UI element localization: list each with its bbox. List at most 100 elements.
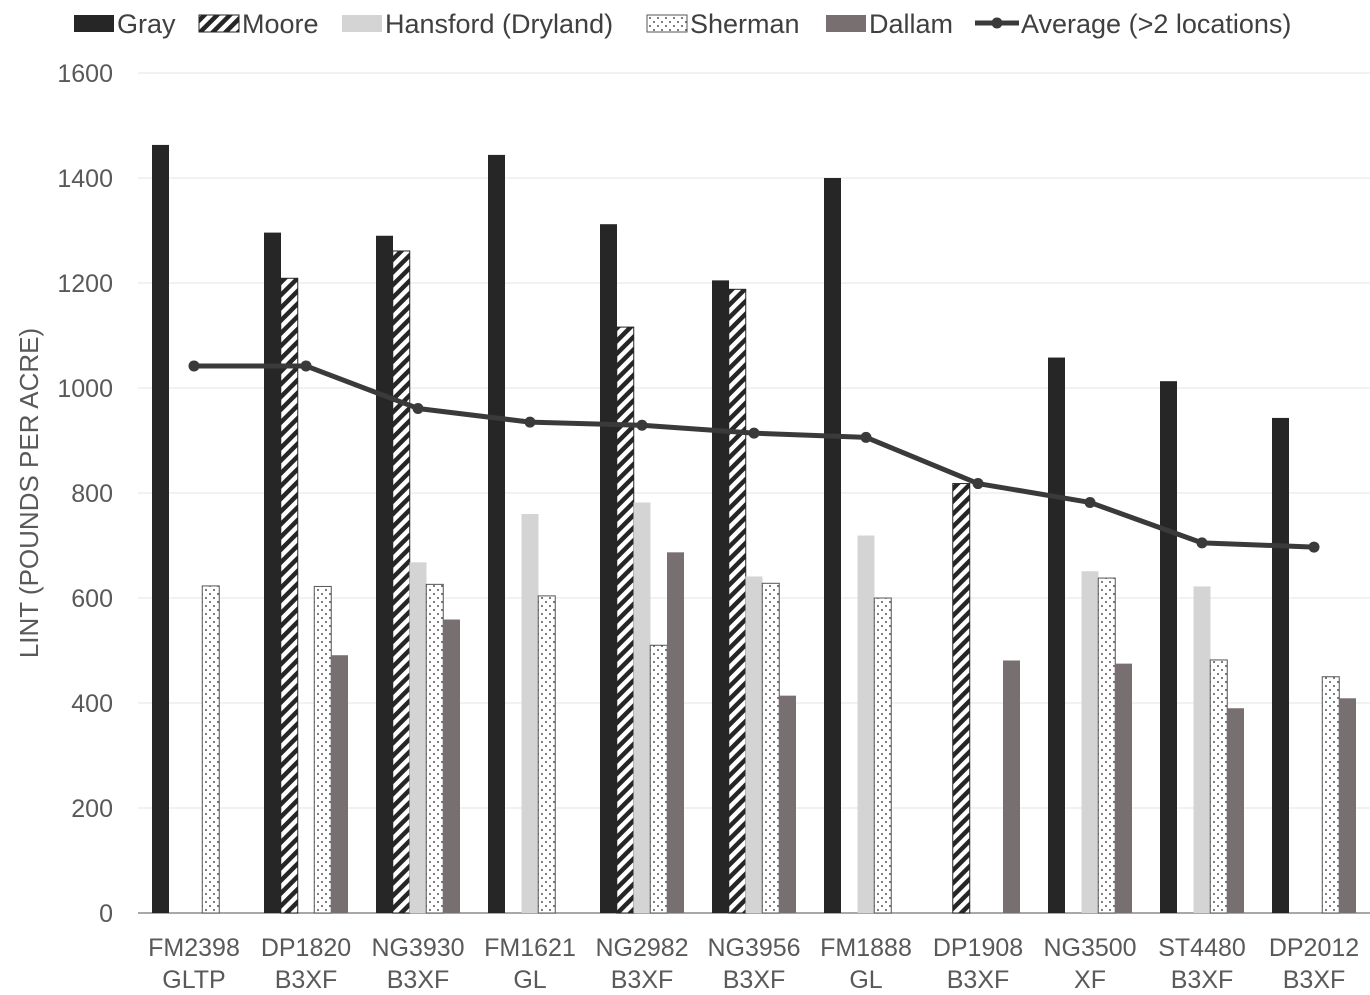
bar-gray (824, 178, 841, 913)
average-point (636, 419, 648, 431)
y-tick-label: 400 (71, 690, 113, 718)
average-point (524, 416, 536, 428)
bar-sherman (761, 582, 780, 914)
bar-gray (152, 144, 169, 914)
legend-label-dallam: Dallam (869, 9, 953, 39)
bar-gray (1160, 381, 1177, 913)
bar-sherman (1321, 676, 1340, 914)
average-point (748, 427, 760, 439)
x-tick-label: FM2398 (148, 934, 240, 962)
bar-sherman (873, 597, 892, 914)
bars (152, 144, 1356, 914)
bar-moore (728, 288, 747, 914)
average-point (188, 360, 200, 372)
x-tick-label: B3XF (275, 966, 338, 994)
y-axis-title: LINT (POUNDS PER ACRE) (14, 328, 44, 658)
bar-gray (376, 235, 393, 913)
y-tick-label: 0 (99, 900, 113, 928)
x-tick-label: DP1908 (933, 934, 1023, 962)
y-tick-label: 800 (71, 480, 113, 508)
average-point (300, 360, 312, 372)
x-tick-label: FM1888 (820, 934, 912, 962)
bar-gray (1272, 417, 1289, 913)
legend-swatch-hansford-dryland (342, 15, 382, 32)
bar-dallam (1339, 698, 1356, 913)
average-point (412, 402, 424, 414)
bar-gray (488, 154, 505, 913)
y-tick-label: 600 (71, 585, 113, 613)
x-tick-label: ST4480 (1158, 934, 1246, 962)
bar-hansford-dryland (633, 502, 651, 913)
legend-swatch-sherman (646, 14, 688, 33)
bar-moore (392, 250, 411, 914)
bar-sherman (1097, 577, 1116, 914)
x-tick-label: B3XF (947, 966, 1010, 994)
bar-hansford-dryland (1081, 571, 1099, 913)
legend-marker-average-2-locations (991, 17, 1003, 29)
x-tick-label: NG3956 (707, 934, 800, 962)
bar-sherman (313, 585, 332, 914)
average-point (1308, 541, 1320, 553)
bar-hansford-dryland (521, 514, 539, 913)
x-tick-label: NG3930 (371, 934, 464, 962)
x-tick-label: GL (513, 966, 546, 994)
bar-sherman (1209, 659, 1228, 914)
x-tick-label: B3XF (611, 966, 674, 994)
bar-dallam (667, 552, 684, 913)
average-point (1196, 537, 1208, 549)
legend-swatch-gray (74, 15, 114, 32)
bar-dallam (779, 695, 796, 913)
bar-dallam (331, 655, 348, 913)
average-line (188, 360, 1320, 553)
x-tick-label: GL (849, 966, 882, 994)
bar-hansford-dryland (1193, 586, 1211, 913)
x-axis-labels: FM2398 GLTP DP1820 B3XF NG3930 B3XF FM1621 GL NG… (148, 934, 1359, 994)
bar-moore (616, 326, 635, 914)
legend-label-moore: Moore (242, 9, 319, 39)
bar-hansford-dryland (745, 576, 763, 913)
bar-hansford-dryland (857, 535, 875, 913)
x-tick-label: NG2982 (595, 934, 688, 962)
bar-gray (1048, 357, 1065, 913)
x-tick-label: GLTP (162, 966, 225, 994)
average-line-path (194, 363, 1315, 550)
y-tick-label: 1000 (57, 375, 113, 403)
y-axis-ticks: 0 200 400 600 800 1000 1200 1400 1600 (57, 60, 113, 928)
legend: Gray Moore Hansford (Dryland) Sherman Dallam… (74, 9, 1291, 39)
bar-dallam (1115, 663, 1132, 913)
bar-dallam (1003, 660, 1020, 913)
x-tick-label: B3XF (387, 966, 450, 994)
x-tick-label: XF (1074, 966, 1106, 994)
legend-label-average-2-locations: Average (>2 locations) (1021, 9, 1291, 39)
bar-gray (712, 280, 729, 913)
y-tick-label: 1400 (57, 165, 113, 193)
bar-sherman (425, 583, 444, 914)
x-tick-label: DP1820 (261, 934, 351, 962)
bar-dallam (1227, 708, 1244, 913)
y-tick-label: 1600 (57, 60, 113, 88)
bar-moore (280, 277, 299, 914)
legend-label-gray: Gray (117, 9, 176, 39)
legend-label-hansford-dryland: Hansford (Dryland) (385, 9, 613, 39)
x-tick-label: FM1621 (484, 934, 576, 962)
bar-gray (264, 232, 281, 914)
x-tick-label: B3XF (1283, 966, 1346, 994)
bar-moore (952, 483, 971, 914)
legend-swatch-moore (198, 14, 240, 33)
bar-sherman (649, 644, 668, 914)
x-tick-label: B3XF (723, 966, 786, 994)
average-point (860, 431, 872, 443)
bar-sherman (201, 585, 220, 914)
bar-gray (600, 224, 617, 913)
y-tick-label: 1200 (57, 270, 113, 298)
legend-swatch-dallam (826, 15, 866, 32)
average-point (1084, 496, 1096, 508)
bar-dallam (443, 619, 460, 913)
x-tick-label: DP2012 (1269, 934, 1359, 962)
average-point (972, 478, 984, 490)
legend-label-sherman: Sherman (690, 9, 800, 39)
x-tick-label: NG3500 (1043, 934, 1136, 962)
y-tick-label: 200 (71, 795, 113, 823)
bar-sherman (537, 595, 556, 914)
